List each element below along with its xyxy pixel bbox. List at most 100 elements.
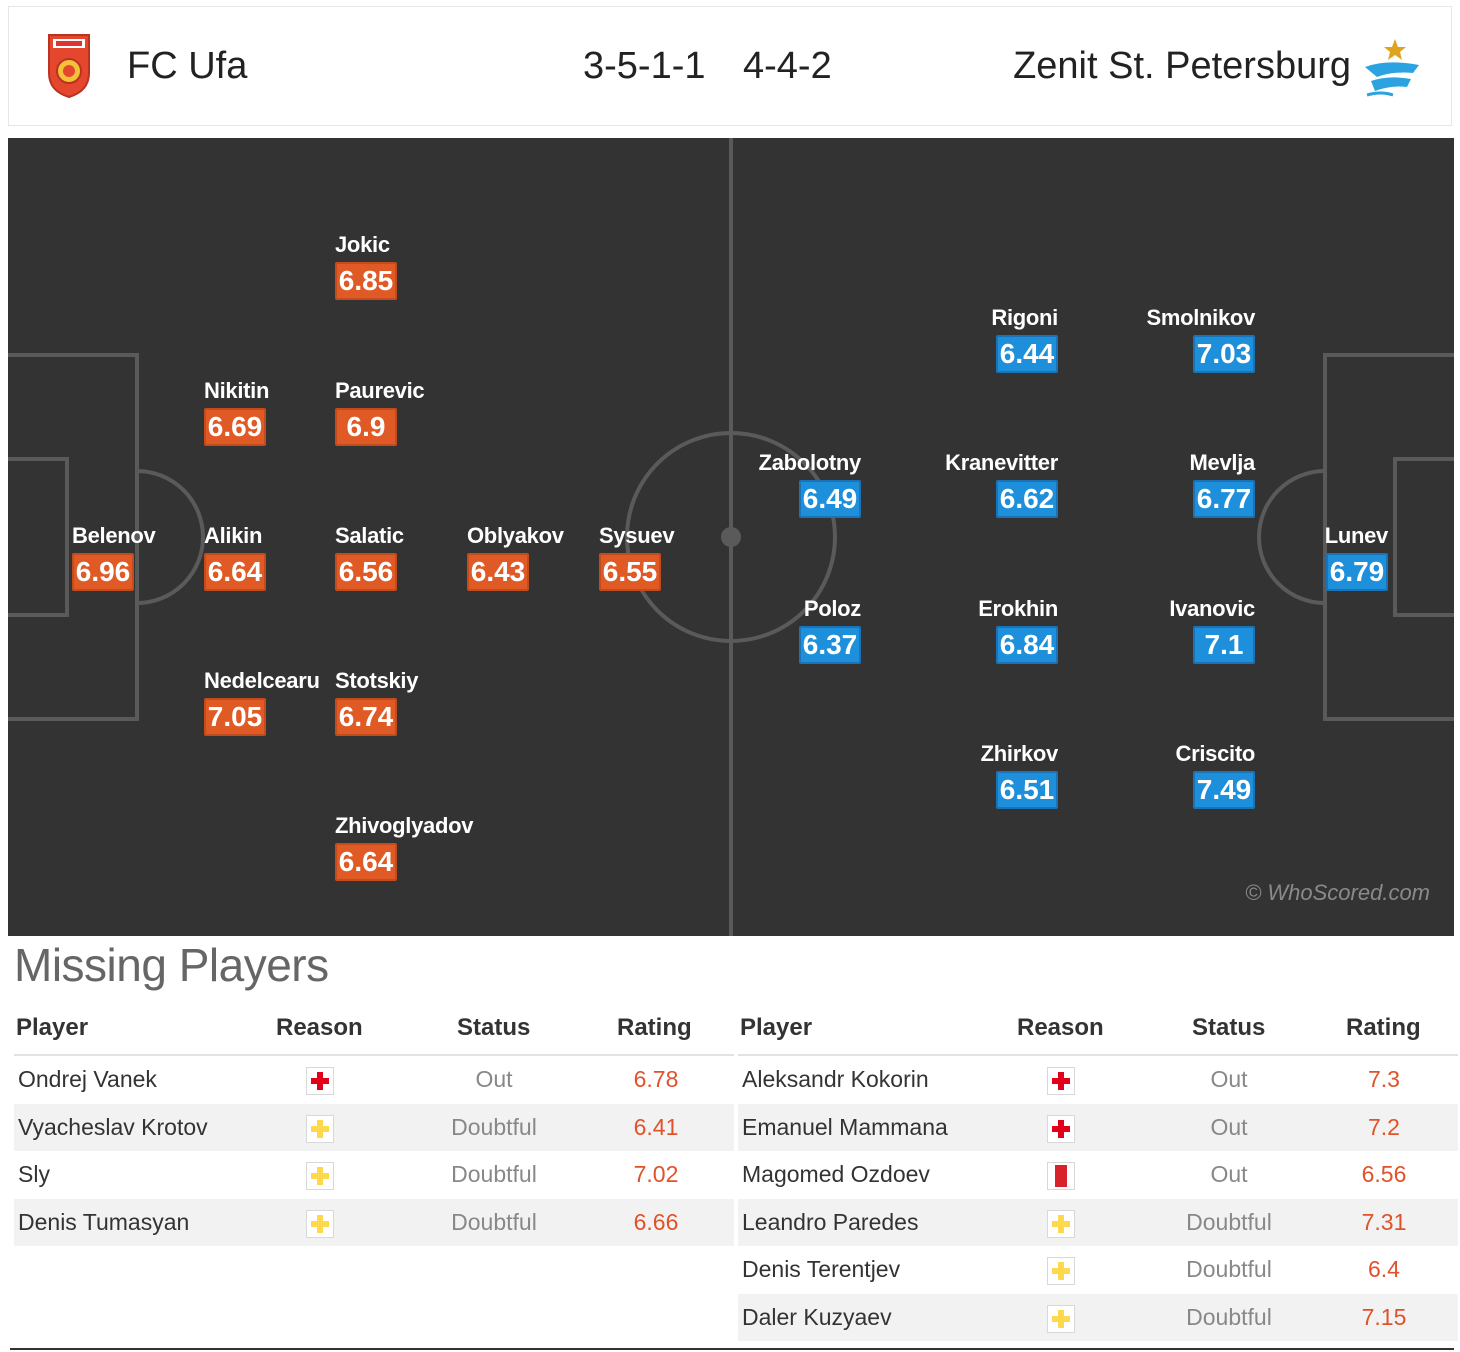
home-player-nedelcearu[interactable]: Nedelcearu 7.05 [204, 668, 344, 748]
player-rating: 6.64 [335, 843, 397, 881]
home-player-zhivoglyadov[interactable]: Zhivoglyadov 6.64 [335, 813, 475, 893]
home-player-jokic[interactable]: Jokic 6.85 [335, 232, 475, 312]
player-rating: 6.62 [996, 480, 1058, 518]
player-name: Zabolotny [758, 450, 862, 475]
watermark: © WhoScored.com [1245, 880, 1430, 905]
player-rating: 7.03 [1193, 335, 1255, 373]
table-row[interactable]: Leandro Paredes Doubtful 7.31 [738, 1198, 1458, 1246]
away-player-erokhin[interactable]: Erokhin 6.84 [918, 596, 1058, 676]
table-row[interactable]: Denis Terentjev Doubtful 6.4 [738, 1246, 1458, 1294]
col-reason[interactable]: Reason [1017, 1014, 1104, 1041]
missing-player-name[interactable]: Sly [18, 1161, 50, 1187]
doubtful-cross-icon [306, 1162, 334, 1190]
player-rating: 7.05 [204, 698, 266, 736]
player-rating: 6.84 [996, 626, 1058, 664]
col-player[interactable]: Player [16, 1014, 89, 1041]
away-player-criscito[interactable]: Criscito 7.49 [1115, 741, 1255, 821]
player-rating: 7.49 [1193, 771, 1255, 809]
doubtful-cross-icon [1047, 1257, 1075, 1285]
home-player-oblyakov[interactable]: Oblyakov 6.43 [467, 523, 607, 603]
player-name: Oblyakov [467, 523, 564, 548]
away-player-ivanovic[interactable]: Ivanovic 7.1 [1115, 596, 1255, 676]
player-name: Alikin [204, 523, 263, 548]
table-row[interactable]: Sly Doubtful 7.02 [14, 1151, 734, 1199]
col-reason[interactable]: Reason [276, 1014, 363, 1041]
missing-player-name[interactable]: Magomed Ozdoev [742, 1161, 930, 1187]
player-rating: 6.37 [799, 626, 861, 664]
doubtful-cross-icon [306, 1114, 334, 1143]
doubtful-cross-icon [306, 1209, 334, 1238]
missing-player-name[interactable]: Denis Tumasyan [18, 1208, 190, 1235]
missing-player-name[interactable]: Leandro Paredes [742, 1208, 919, 1235]
player-name: Salatic [335, 523, 404, 548]
player-name: Ivanovic [1169, 596, 1255, 621]
bottom-divider [10, 1348, 1454, 1350]
table-row[interactable]: Vyacheslav Krotov Doubtful 6.41 [14, 1103, 734, 1151]
doubtful-cross-icon [1047, 1304, 1075, 1333]
player-name: Criscito [1175, 741, 1255, 766]
away-player-mevlja[interactable]: Mevlja 6.77 [1115, 450, 1255, 530]
player-rating: 6.55 [599, 553, 661, 591]
player-rating: 6.9 [335, 408, 397, 446]
missing-rating: 7.3 [1368, 1066, 1400, 1092]
away-player-poloz[interactable]: Poloz 6.37 [721, 596, 861, 676]
player-name: Erokhin [978, 596, 1058, 621]
missing-player-name[interactable]: Emanuel Mammana [742, 1113, 948, 1140]
red-card-icon [1047, 1162, 1075, 1190]
away-player-kranevitter[interactable]: Kranevitter 6.62 [918, 450, 1058, 530]
missing-player-name[interactable]: Vyacheslav Krotov [18, 1113, 208, 1140]
player-rating: 6.43 [467, 553, 529, 591]
missing-players-title: Missing Players [14, 939, 329, 991]
zenit-crest-icon [1365, 39, 1419, 97]
table-row[interactable]: Aleksandr Kokorin Out 7.3 [738, 1056, 1458, 1104]
away-missing-table: Player Reason Status Rating Aleksandr Ko… [738, 1006, 1458, 1341]
missing-rating: 6.66 [633, 1208, 679, 1235]
away-player-rigoni[interactable]: Rigoni 6.44 [918, 305, 1058, 385]
home-player-salatic[interactable]: Salatic 6.56 [335, 523, 475, 603]
home-team-name[interactable]: FC Ufa [127, 45, 248, 87]
player-name: Kranevitter [945, 450, 1058, 475]
missing-rating: 6.4 [1368, 1256, 1400, 1282]
home-player-paurevic[interactable]: Paurevic 6.9 [335, 378, 475, 458]
home-missing-table: Player Reason Status Rating Ondrej Vanek… [14, 1006, 734, 1246]
home-player-stotskiy[interactable]: Stotskiy 6.74 [335, 668, 475, 748]
missing-player-name[interactable]: Aleksandr Kokorin [742, 1066, 929, 1092]
home-player-belenov[interactable]: Belenov 6.96 [72, 523, 212, 603]
home-player-sysuev[interactable]: Sysuev 6.55 [599, 523, 739, 603]
doubtful-cross-icon [1047, 1209, 1075, 1238]
missing-status: Doubtful [451, 1161, 537, 1187]
away-player-zabolotny[interactable]: Zabolotny 6.49 [721, 450, 861, 530]
col-player[interactable]: Player [740, 1014, 813, 1041]
missing-rating: 6.78 [633, 1066, 679, 1092]
player-name: Poloz [803, 596, 861, 621]
away-player-smolnikov[interactable]: Smolnikov 7.03 [1115, 305, 1255, 385]
home-missing-rows: Ondrej Vanek Out 6.78 Vyacheslav Krotov Doub… [14, 1056, 734, 1246]
missing-rating: 6.56 [1361, 1161, 1407, 1187]
home-player-alikin[interactable]: Alikin 6.64 [204, 523, 344, 603]
away-team-name[interactable]: Zenit St. Petersburg [1013, 45, 1351, 87]
injury-cross-icon [1047, 1114, 1075, 1143]
col-rating[interactable]: Rating [617, 1014, 692, 1041]
col-rating[interactable]: Rating [1346, 1014, 1421, 1041]
missing-player-name[interactable]: Denis Terentjev [742, 1256, 901, 1282]
player-rating: 6.56 [335, 553, 397, 591]
away-player-zhirkov[interactable]: Zhirkov 6.51 [918, 741, 1058, 821]
missing-status: Doubtful [1186, 1303, 1272, 1330]
missing-player-name[interactable]: Ondrej Vanek [18, 1066, 157, 1092]
player-name: Rigoni [991, 305, 1058, 330]
missing-rating: 7.31 [1361, 1208, 1407, 1235]
table-row[interactable]: Daler Kuzyaev Doubtful 7.15 [738, 1293, 1458, 1341]
table-row[interactable]: Denis Tumasyan Doubtful 6.66 [14, 1198, 734, 1246]
missing-player-name[interactable]: Daler Kuzyaev [742, 1303, 892, 1330]
home-player-nikitin[interactable]: Nikitin 6.69 [204, 378, 344, 458]
missing-status: Doubtful [1186, 1256, 1272, 1282]
player-name: Paurevic [335, 378, 425, 403]
col-status[interactable]: Status [457, 1014, 531, 1041]
away-player-lunev[interactable]: Lunev 6.79 [1248, 523, 1388, 603]
col-status[interactable]: Status [1192, 1014, 1266, 1041]
table-row[interactable]: Magomed Ozdoev Out 6.56 [738, 1151, 1458, 1199]
table-row[interactable]: Emanuel Mammana Out 7.2 [738, 1103, 1458, 1151]
table-row[interactable]: Ondrej Vanek Out 6.78 [14, 1056, 734, 1104]
player-rating: 6.44 [996, 335, 1058, 373]
missing-status: Doubtful [1186, 1208, 1272, 1235]
